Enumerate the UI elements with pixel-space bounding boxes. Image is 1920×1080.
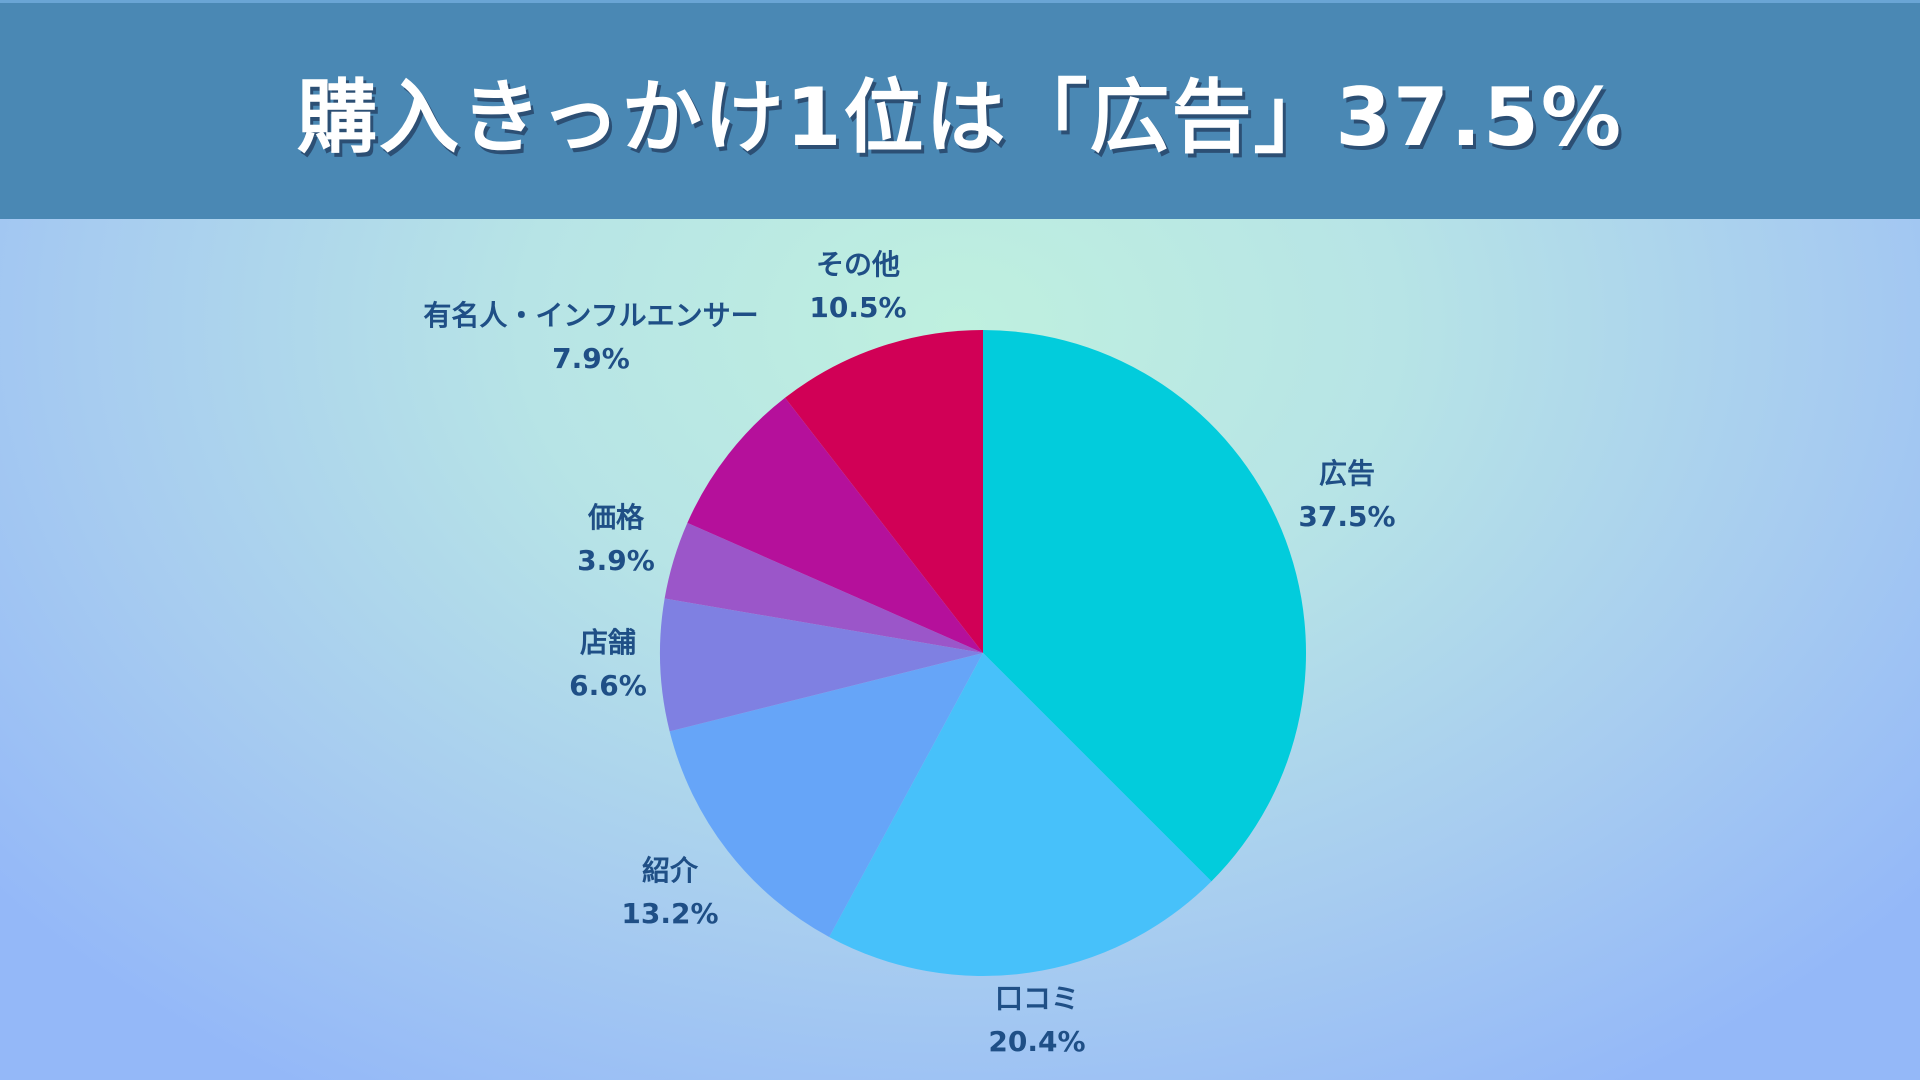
slice-value-label: 13.2% <box>621 897 718 930</box>
slice-value-label: 10.5% <box>809 291 906 324</box>
slice-value-label: 20.4% <box>988 1025 1085 1058</box>
pie-slice <box>829 653 1212 977</box>
chart-title: 購入きっかけ1位は「広告」37.5% <box>296 71 1623 164</box>
slice-label: 価格 <box>587 501 645 534</box>
slice-value-label: 6.6% <box>569 669 647 702</box>
pie-slice <box>983 330 1307 882</box>
pie-slice <box>687 397 983 653</box>
slice-label: 口コミ <box>995 982 1079 1015</box>
pie-slice <box>660 598 983 732</box>
slice-value-label: 3.9% <box>577 544 655 577</box>
slice-label: 紹介 <box>642 854 699 887</box>
slice-label: 店舗 <box>580 626 636 659</box>
pie-slice <box>664 522 983 653</box>
pie-slice <box>669 653 983 938</box>
pie-slice <box>785 330 983 653</box>
slice-label: 有名人・インフルエンサー <box>423 299 758 332</box>
slice-value-label: 7.9% <box>552 342 630 375</box>
title-bar: 購入きっかけ1位は「広告」37.5% <box>0 0 1920 219</box>
slice-label: その他 <box>816 248 900 281</box>
slice-value-label: 37.5% <box>1298 500 1395 533</box>
slice-label: 広告 <box>1319 457 1375 490</box>
